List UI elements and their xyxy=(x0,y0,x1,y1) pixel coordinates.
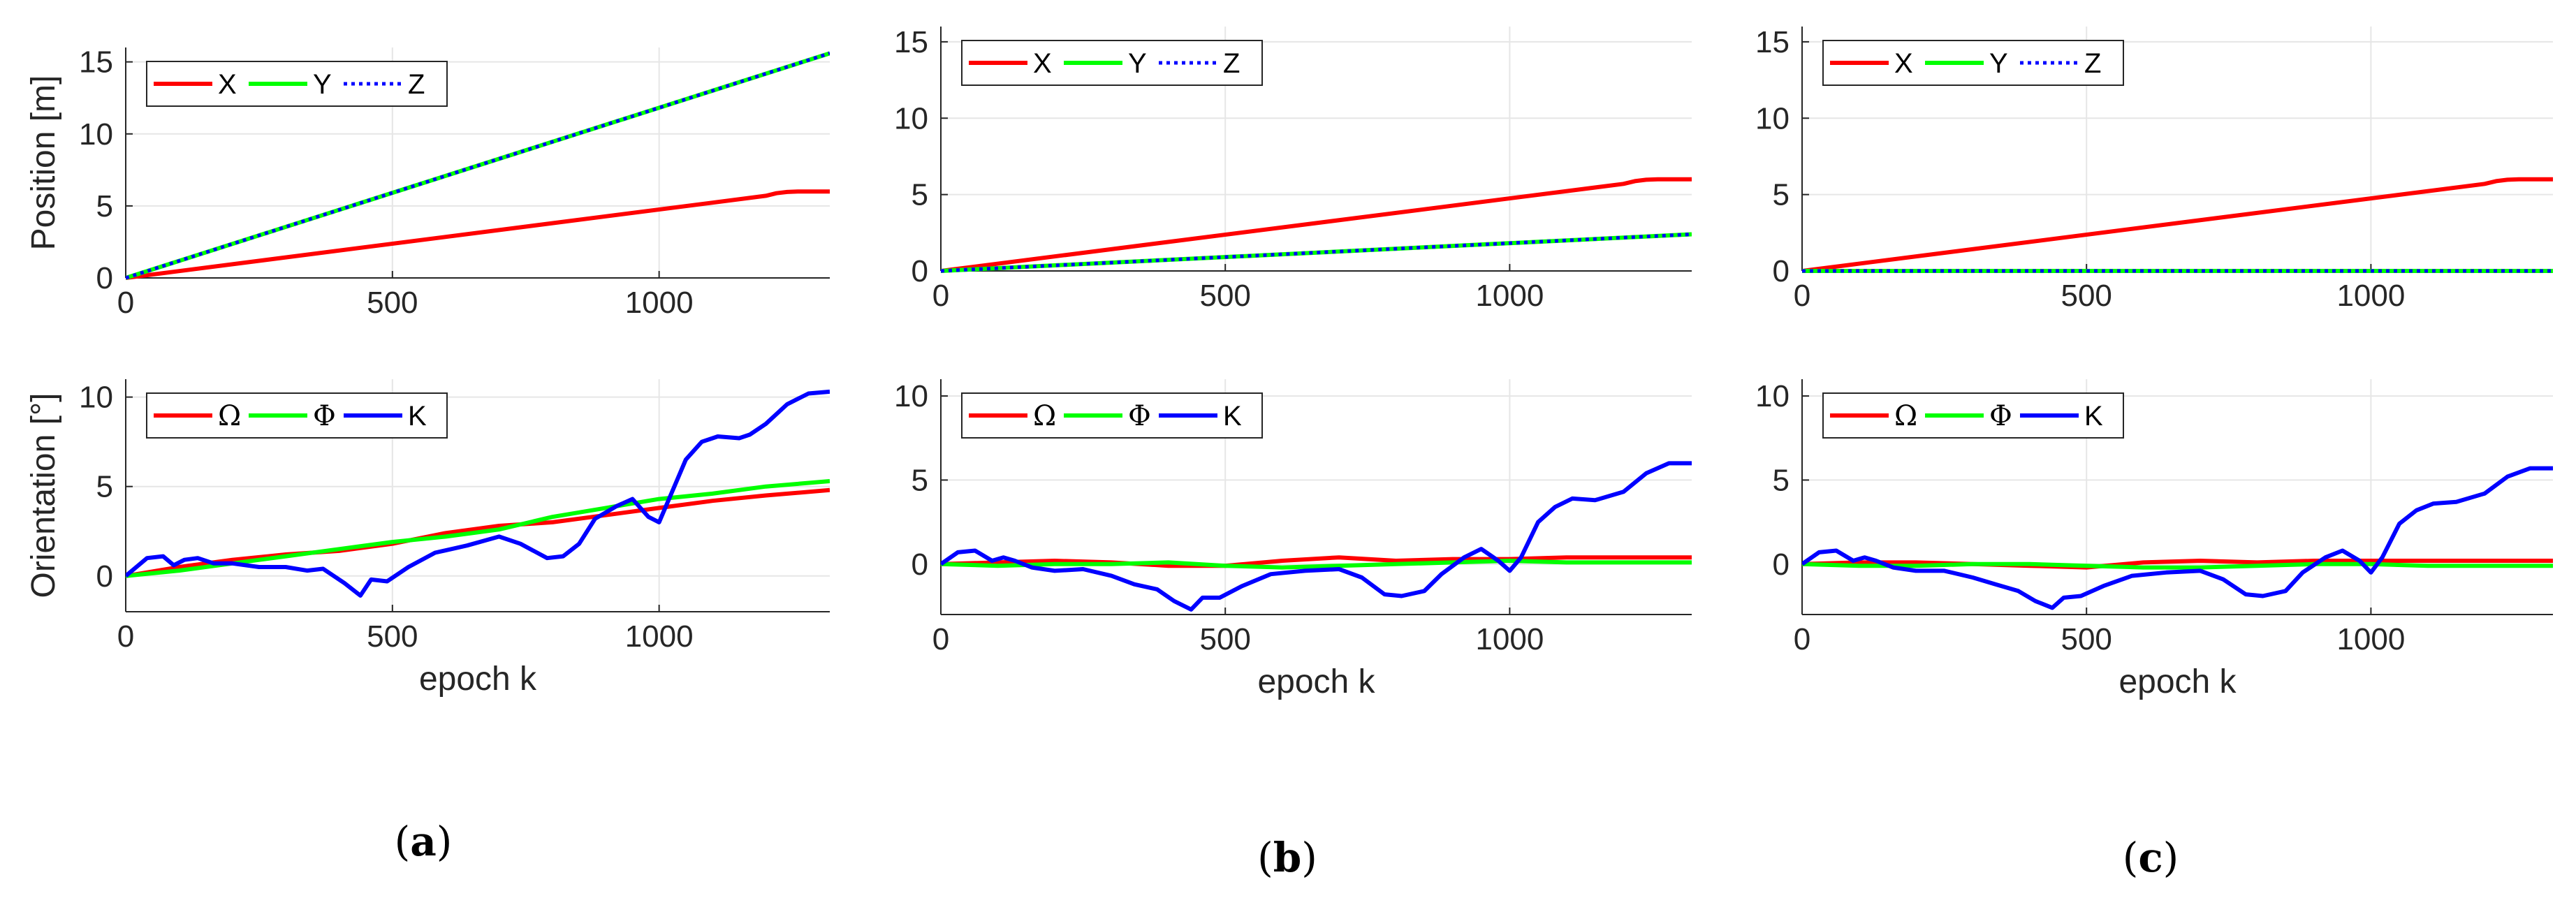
x-tick-label: 0 xyxy=(1794,279,1810,313)
chart-a-orientation: 0 500 1000 0 5 10 epoch k Orientation [°] Ω Φ K xyxy=(25,379,830,698)
legend-label: X xyxy=(1033,48,1052,79)
y-axis-label: Position [m] xyxy=(25,75,62,251)
x-tick-label: 0 xyxy=(117,286,134,320)
chart-b-orientation: 0 500 1000 0 5 10 epoch k Ω Φ K xyxy=(894,379,1692,700)
x-tick-label: 1000 xyxy=(2336,622,2405,656)
legend-label: K xyxy=(408,401,427,432)
y-tick-label: 0 xyxy=(912,254,928,288)
y-tick-label: 5 xyxy=(1773,178,1790,212)
x-tick-label: 500 xyxy=(2061,279,2112,313)
caption-b: (b) xyxy=(1257,834,1317,881)
series-line-k xyxy=(126,389,830,598)
series-line-x xyxy=(1802,177,2553,273)
chart-a-position: 0 500 1000 0 5 10 15 Position [m] X Y Z xyxy=(25,45,830,320)
series-line-ω xyxy=(126,487,830,578)
caption-a: (a) xyxy=(395,818,453,865)
y-tick-label: 5 xyxy=(912,463,928,497)
captions-layer: (a) (b) (c) xyxy=(395,818,2179,881)
legend-label: Ω xyxy=(1033,400,1056,432)
legend-label: Ω xyxy=(1894,400,1917,432)
y-tick-label: 0 xyxy=(96,559,113,594)
y-tick-label: 15 xyxy=(1755,25,1790,59)
y-tick-label: 0 xyxy=(1773,254,1790,288)
legend-label: Y xyxy=(1989,48,2008,79)
y-tick-label: 5 xyxy=(1773,463,1790,497)
x-tick-label: 1000 xyxy=(2336,279,2405,313)
x-axis-label: epoch k xyxy=(419,661,537,698)
x-tick-label: 500 xyxy=(1199,622,1250,656)
x-tick-label: 500 xyxy=(367,619,418,654)
x-tick-label: 500 xyxy=(367,286,418,320)
x-tick-label: 1000 xyxy=(1475,622,1544,656)
y-tick-label: 0 xyxy=(912,547,928,582)
series-line-z xyxy=(126,51,830,280)
legend-label: K xyxy=(1223,401,1242,432)
x-tick-label: 500 xyxy=(2061,622,2112,656)
y-tick-label: 0 xyxy=(96,261,113,295)
y-tick-label: 10 xyxy=(79,381,113,415)
series-line-x xyxy=(941,177,1692,273)
y-tick-label: 10 xyxy=(894,379,928,413)
series-line-k xyxy=(941,461,1692,612)
y-tick-label: 10 xyxy=(1755,101,1790,135)
legend-label: Z xyxy=(408,69,425,100)
x-axis-label: epoch k xyxy=(1257,663,1375,700)
y-tick-label: 10 xyxy=(79,117,113,152)
series-line-ω xyxy=(1802,559,2553,570)
legend-label: Z xyxy=(2084,48,2101,79)
chart-c-orientation: 0 500 1000 0 5 10 epoch k Ω Φ K xyxy=(1755,379,2553,700)
y-tick-label: 10 xyxy=(1755,379,1790,413)
x-tick-label: 1000 xyxy=(625,619,694,654)
series-line-ω xyxy=(941,555,1692,568)
x-tick-label: 500 xyxy=(1199,279,1250,313)
series-line-φ xyxy=(126,479,830,578)
y-tick-label: 0 xyxy=(1773,547,1790,582)
x-tick-label: 0 xyxy=(932,622,949,656)
x-tick-label: 0 xyxy=(1794,622,1810,656)
series-line-φ xyxy=(941,559,1692,570)
chart-b-position: 0 500 1000 0 5 10 15 X Y Z xyxy=(894,25,1692,313)
x-tick-label: 1000 xyxy=(625,286,694,320)
series-line-k xyxy=(1802,466,2553,610)
x-tick-label: 1000 xyxy=(1475,279,1544,313)
series-line-x xyxy=(126,189,830,280)
x-tick-label: 0 xyxy=(117,619,134,654)
legend-label: Φ xyxy=(1128,400,1151,432)
y-tick-label: 10 xyxy=(894,101,928,135)
legend-label: Φ xyxy=(1989,400,2012,432)
series-line-z xyxy=(941,233,1692,273)
chart-c-position: 0 500 1000 0 5 10 15 X Y Z xyxy=(1755,25,2553,313)
y-tick-label: 5 xyxy=(96,189,113,223)
x-axis-label: epoch k xyxy=(2118,663,2237,700)
legend-label: Ω xyxy=(218,400,241,432)
legend-label: K xyxy=(2084,401,2103,432)
x-tick-label: 0 xyxy=(932,279,949,313)
y-tick-label: 15 xyxy=(79,45,113,80)
y-tick-label: 5 xyxy=(912,178,928,212)
y-tick-label: 5 xyxy=(96,470,113,504)
legend-label: Y xyxy=(313,69,332,100)
legend-label: X xyxy=(218,69,237,100)
series-line-φ xyxy=(1802,561,2553,570)
y-tick-label: 15 xyxy=(894,25,928,59)
legend-label: X xyxy=(1894,48,1913,79)
caption-c: (c) xyxy=(2123,834,2179,881)
legend-label: Y xyxy=(1128,48,1147,79)
legend-label: Z xyxy=(1223,48,1240,79)
y-axis-label: Orientation [°] xyxy=(25,393,62,598)
legend-label: Φ xyxy=(313,400,336,432)
